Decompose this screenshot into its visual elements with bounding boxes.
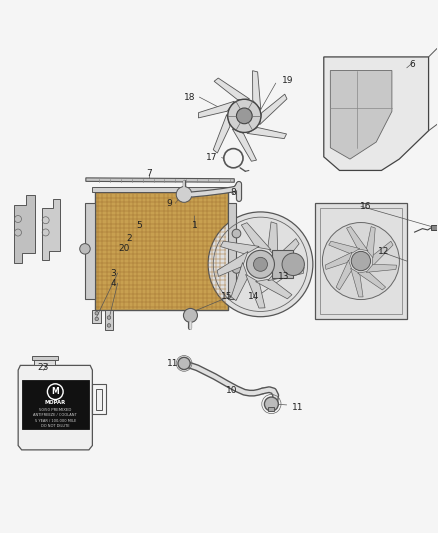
Polygon shape [268, 268, 304, 281]
Circle shape [95, 317, 99, 321]
Text: 6: 6 [409, 60, 415, 69]
Polygon shape [260, 94, 287, 125]
Circle shape [322, 223, 399, 300]
Text: 7: 7 [146, 169, 152, 179]
Polygon shape [277, 239, 299, 272]
Text: 9: 9 [166, 199, 172, 208]
Polygon shape [214, 78, 250, 100]
Polygon shape [329, 241, 360, 254]
Text: 1: 1 [192, 221, 198, 230]
Text: 15: 15 [221, 292, 233, 301]
Polygon shape [198, 101, 234, 118]
Bar [92, 187, 230, 192]
Text: 18: 18 [184, 93, 195, 102]
Polygon shape [351, 268, 363, 297]
Text: 17: 17 [206, 153, 217, 162]
Circle shape [232, 229, 241, 238]
Circle shape [208, 212, 313, 317]
Polygon shape [232, 129, 257, 161]
Bar [32, 356, 58, 360]
Circle shape [254, 257, 268, 271]
Text: 20: 20 [118, 244, 130, 253]
Text: 11: 11 [167, 359, 179, 368]
Text: 8: 8 [230, 188, 236, 197]
Circle shape [176, 187, 192, 203]
Text: 12: 12 [378, 247, 389, 256]
Circle shape [95, 311, 99, 315]
Circle shape [107, 316, 111, 319]
Bar [35, 360, 55, 366]
Circle shape [237, 108, 252, 124]
Polygon shape [220, 241, 259, 254]
Bar [315, 203, 407, 319]
Polygon shape [42, 199, 60, 260]
Polygon shape [96, 389, 102, 409]
Polygon shape [330, 70, 392, 159]
Bar [431, 225, 438, 230]
Text: DO NOT DILUTE: DO NOT DILUTE [41, 424, 70, 429]
Bar [21, 381, 89, 429]
Polygon shape [14, 195, 35, 263]
Circle shape [232, 264, 241, 273]
Polygon shape [231, 262, 248, 301]
Polygon shape [253, 71, 261, 109]
Polygon shape [246, 274, 265, 308]
Circle shape [184, 309, 198, 322]
Text: 5 YEAR / 100,000 MILE: 5 YEAR / 100,000 MILE [35, 419, 76, 423]
Text: 2: 2 [127, 233, 132, 243]
Circle shape [282, 253, 304, 276]
Polygon shape [105, 310, 113, 330]
Circle shape [228, 99, 261, 133]
Polygon shape [255, 279, 292, 299]
Bar [272, 251, 293, 278]
Bar [228, 203, 237, 299]
Polygon shape [346, 227, 368, 251]
Polygon shape [92, 310, 101, 323]
Text: 11: 11 [292, 402, 304, 411]
Polygon shape [241, 223, 271, 250]
Bar [320, 208, 402, 313]
Polygon shape [336, 260, 352, 290]
Polygon shape [18, 366, 92, 450]
Polygon shape [372, 241, 393, 266]
Text: 23: 23 [38, 364, 49, 372]
Polygon shape [217, 252, 248, 277]
Text: 3: 3 [110, 269, 116, 278]
Text: 10: 10 [226, 386, 238, 395]
Text: 50/50 PREMIXED: 50/50 PREMIXED [39, 408, 71, 411]
Circle shape [351, 252, 371, 271]
Circle shape [265, 397, 279, 411]
Polygon shape [358, 271, 385, 290]
Text: 14: 14 [248, 292, 260, 301]
Bar [95, 192, 228, 310]
Circle shape [107, 324, 111, 327]
Polygon shape [86, 178, 234, 182]
Polygon shape [366, 227, 375, 258]
Polygon shape [325, 252, 352, 269]
Circle shape [178, 357, 190, 369]
Polygon shape [268, 222, 278, 260]
Bar [268, 407, 275, 411]
Text: MOPAR: MOPAR [45, 400, 66, 406]
Text: 19: 19 [283, 76, 294, 85]
Polygon shape [366, 264, 397, 272]
Circle shape [80, 244, 90, 254]
Text: 5: 5 [137, 221, 142, 230]
Text: M: M [51, 387, 59, 396]
Text: 4: 4 [110, 279, 116, 288]
Polygon shape [324, 57, 428, 171]
Text: 16: 16 [360, 202, 371, 211]
Circle shape [247, 251, 275, 278]
Text: ANTIFREEZE / COOLANT: ANTIFREEZE / COOLANT [33, 413, 77, 417]
Text: 13: 13 [278, 272, 290, 280]
Polygon shape [247, 127, 286, 139]
Polygon shape [213, 115, 230, 153]
Bar [85, 203, 95, 299]
